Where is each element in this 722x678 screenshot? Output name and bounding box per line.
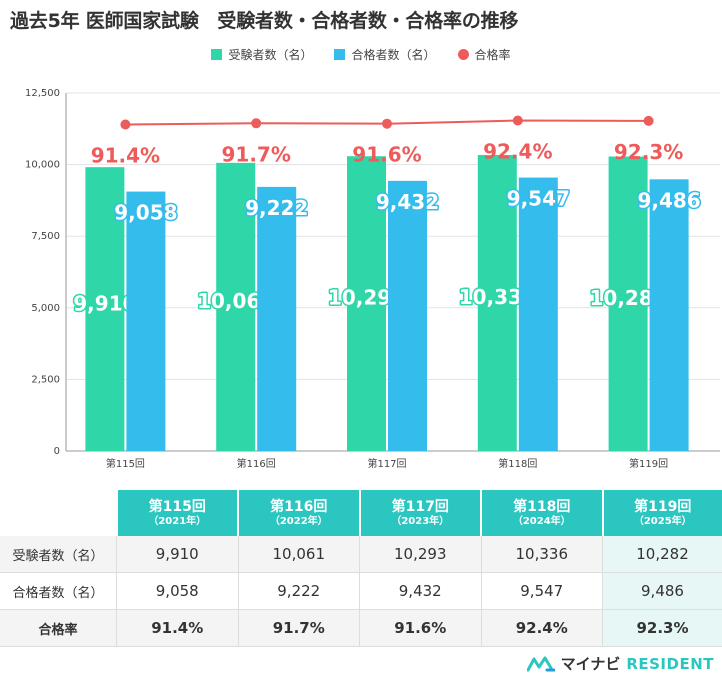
table-cell: 9,432	[359, 572, 481, 610]
bar-examinees	[477, 154, 517, 451]
rate-label: 91.6%	[352, 143, 421, 167]
row-label: 合格者数（名）	[0, 572, 117, 610]
rate-point	[643, 115, 654, 126]
table-header-cell: 第118回 （2024年）	[480, 490, 603, 536]
brand-mark-icon	[526, 656, 555, 671]
header-title: 第118回	[513, 498, 571, 515]
rate-point	[512, 115, 523, 126]
y-tick-label: 10,000	[25, 160, 60, 171]
table-header-row: 第115回 （2021年） 第116回 （2022年） 第117回 （2023年） 第…	[0, 490, 722, 536]
bar-examinees	[608, 156, 648, 452]
y-tick-label: 5,000	[31, 303, 60, 314]
brand-logo: マイナビ RESIDENT	[526, 653, 714, 674]
bar-passers	[388, 180, 427, 451]
legend-item-passers: 合格者数（名）	[334, 46, 436, 63]
rate-label: 92.3%	[614, 140, 683, 164]
header-title: 第115回	[148, 498, 206, 515]
table-cell: 92.4%	[480, 609, 603, 647]
table-cell: 91.6%	[359, 609, 481, 647]
bar-examinees	[216, 162, 256, 451]
y-tick-label: 0	[54, 446, 60, 457]
y-tick-label: 12,500	[25, 88, 60, 99]
brand-name: RESIDENT	[626, 654, 714, 673]
legend-swatch-examinees	[211, 49, 223, 60]
table-cell: 10,061	[237, 536, 360, 573]
y-tick-label: 2,500	[31, 374, 60, 385]
bar-passers	[257, 186, 297, 451]
rate-label: 91.7%	[222, 142, 291, 166]
y-tick-label: 7,500	[31, 231, 60, 242]
legend-label-examinees: 受験者数（名）	[228, 48, 313, 62]
chart-title: 過去5年 医師国家試験 受験者数・合格者数・合格率の推移	[10, 10, 519, 32]
header-year: （2022年）	[269, 515, 328, 527]
x-tick-label: 第117回	[367, 457, 406, 470]
header-year: （2024年）	[512, 515, 571, 527]
rate-label: 92.4%	[483, 140, 552, 164]
table-cell: 92.3%	[602, 609, 722, 647]
table-cell: 9,486	[602, 572, 722, 610]
header-title: 第116回	[270, 498, 328, 515]
x-tick-label: 第115回	[106, 457, 145, 470]
header-year: （2021年）	[148, 515, 207, 527]
table-header-cell: 第119回 （2025年）	[601, 490, 722, 536]
legend: 受験者数（名） 合格者数（名） 合格率	[0, 46, 722, 63]
table-row-rate: 合格率 91.4% 91.7% 91.6% 92.4% 92.3%	[0, 609, 722, 647]
table-header-cell: 第115回 （2021年）	[115, 490, 238, 536]
table-cell: 10,336	[480, 536, 603, 573]
legend-swatch-passers	[334, 49, 346, 60]
table-row-passers: 合格者数（名） 9,058 9,222 9,432 9,547 9,486	[0, 572, 722, 610]
bar-passers	[518, 177, 558, 451]
legend-item-examinees: 受験者数（名）	[211, 46, 312, 63]
table-cell: 9,222	[237, 572, 360, 610]
x-tick-label: 第119回	[629, 457, 668, 470]
legend-label-passers: 合格者数（名）	[351, 48, 436, 62]
bar-passers	[649, 179, 689, 451]
table-cell: 91.4%	[116, 609, 238, 647]
bar-label-passers: 9,222	[245, 196, 308, 220]
bar-examinees	[347, 156, 386, 451]
table-cell: 9,910	[116, 536, 238, 573]
bar-chart: 02,5005,0007,50010,00012,5009,9109,058第1…	[25, 88, 720, 470]
header-year: （2023年）	[391, 515, 450, 527]
bar-label-passers: 9,486	[637, 188, 700, 212]
bar-label-passers: 9,432	[376, 190, 439, 214]
table-cell: 10,282	[602, 536, 722, 573]
table-cell: 9,058	[116, 572, 238, 610]
bar-label-passers: 9,547	[507, 187, 570, 211]
rate-label: 91.4%	[91, 144, 160, 168]
header-year: （2025年）	[633, 515, 692, 527]
legend-item-rate: 合格率	[457, 46, 511, 63]
header-title: 第119回	[634, 498, 692, 515]
x-tick-label: 第118回	[498, 457, 537, 470]
legend-swatch-rate	[457, 49, 469, 60]
table-corner	[0, 490, 117, 536]
bar-examinees	[85, 167, 125, 451]
table-header-cell: 第116回 （2022年）	[237, 490, 360, 536]
brand-text: マイナビ	[560, 655, 621, 673]
table-header-cell: 第117回 （2023年）	[358, 490, 481, 536]
table-cell: 91.7%	[237, 609, 360, 647]
rate-point	[120, 119, 131, 130]
table-cell: 10,293	[359, 536, 481, 573]
table-row-examinees: 受験者数（名） 9,910 10,061 10,293 10,336 10,28…	[0, 536, 722, 573]
bar-label-passers: 9,058	[114, 201, 177, 225]
row-label: 受験者数（名）	[0, 536, 117, 573]
x-tick-label: 第116回	[237, 457, 276, 470]
legend-label-rate: 合格率	[474, 48, 511, 62]
row-label: 合格率	[0, 609, 117, 647]
rate-point	[382, 118, 392, 129]
rate-point	[251, 118, 262, 129]
table-cell: 9,547	[480, 572, 603, 610]
data-table: 第115回 （2021年） 第116回 （2022年） 第117回 （2023年） 第…	[0, 490, 722, 647]
header-title: 第117回	[391, 498, 449, 515]
bar-passers	[126, 191, 166, 452]
